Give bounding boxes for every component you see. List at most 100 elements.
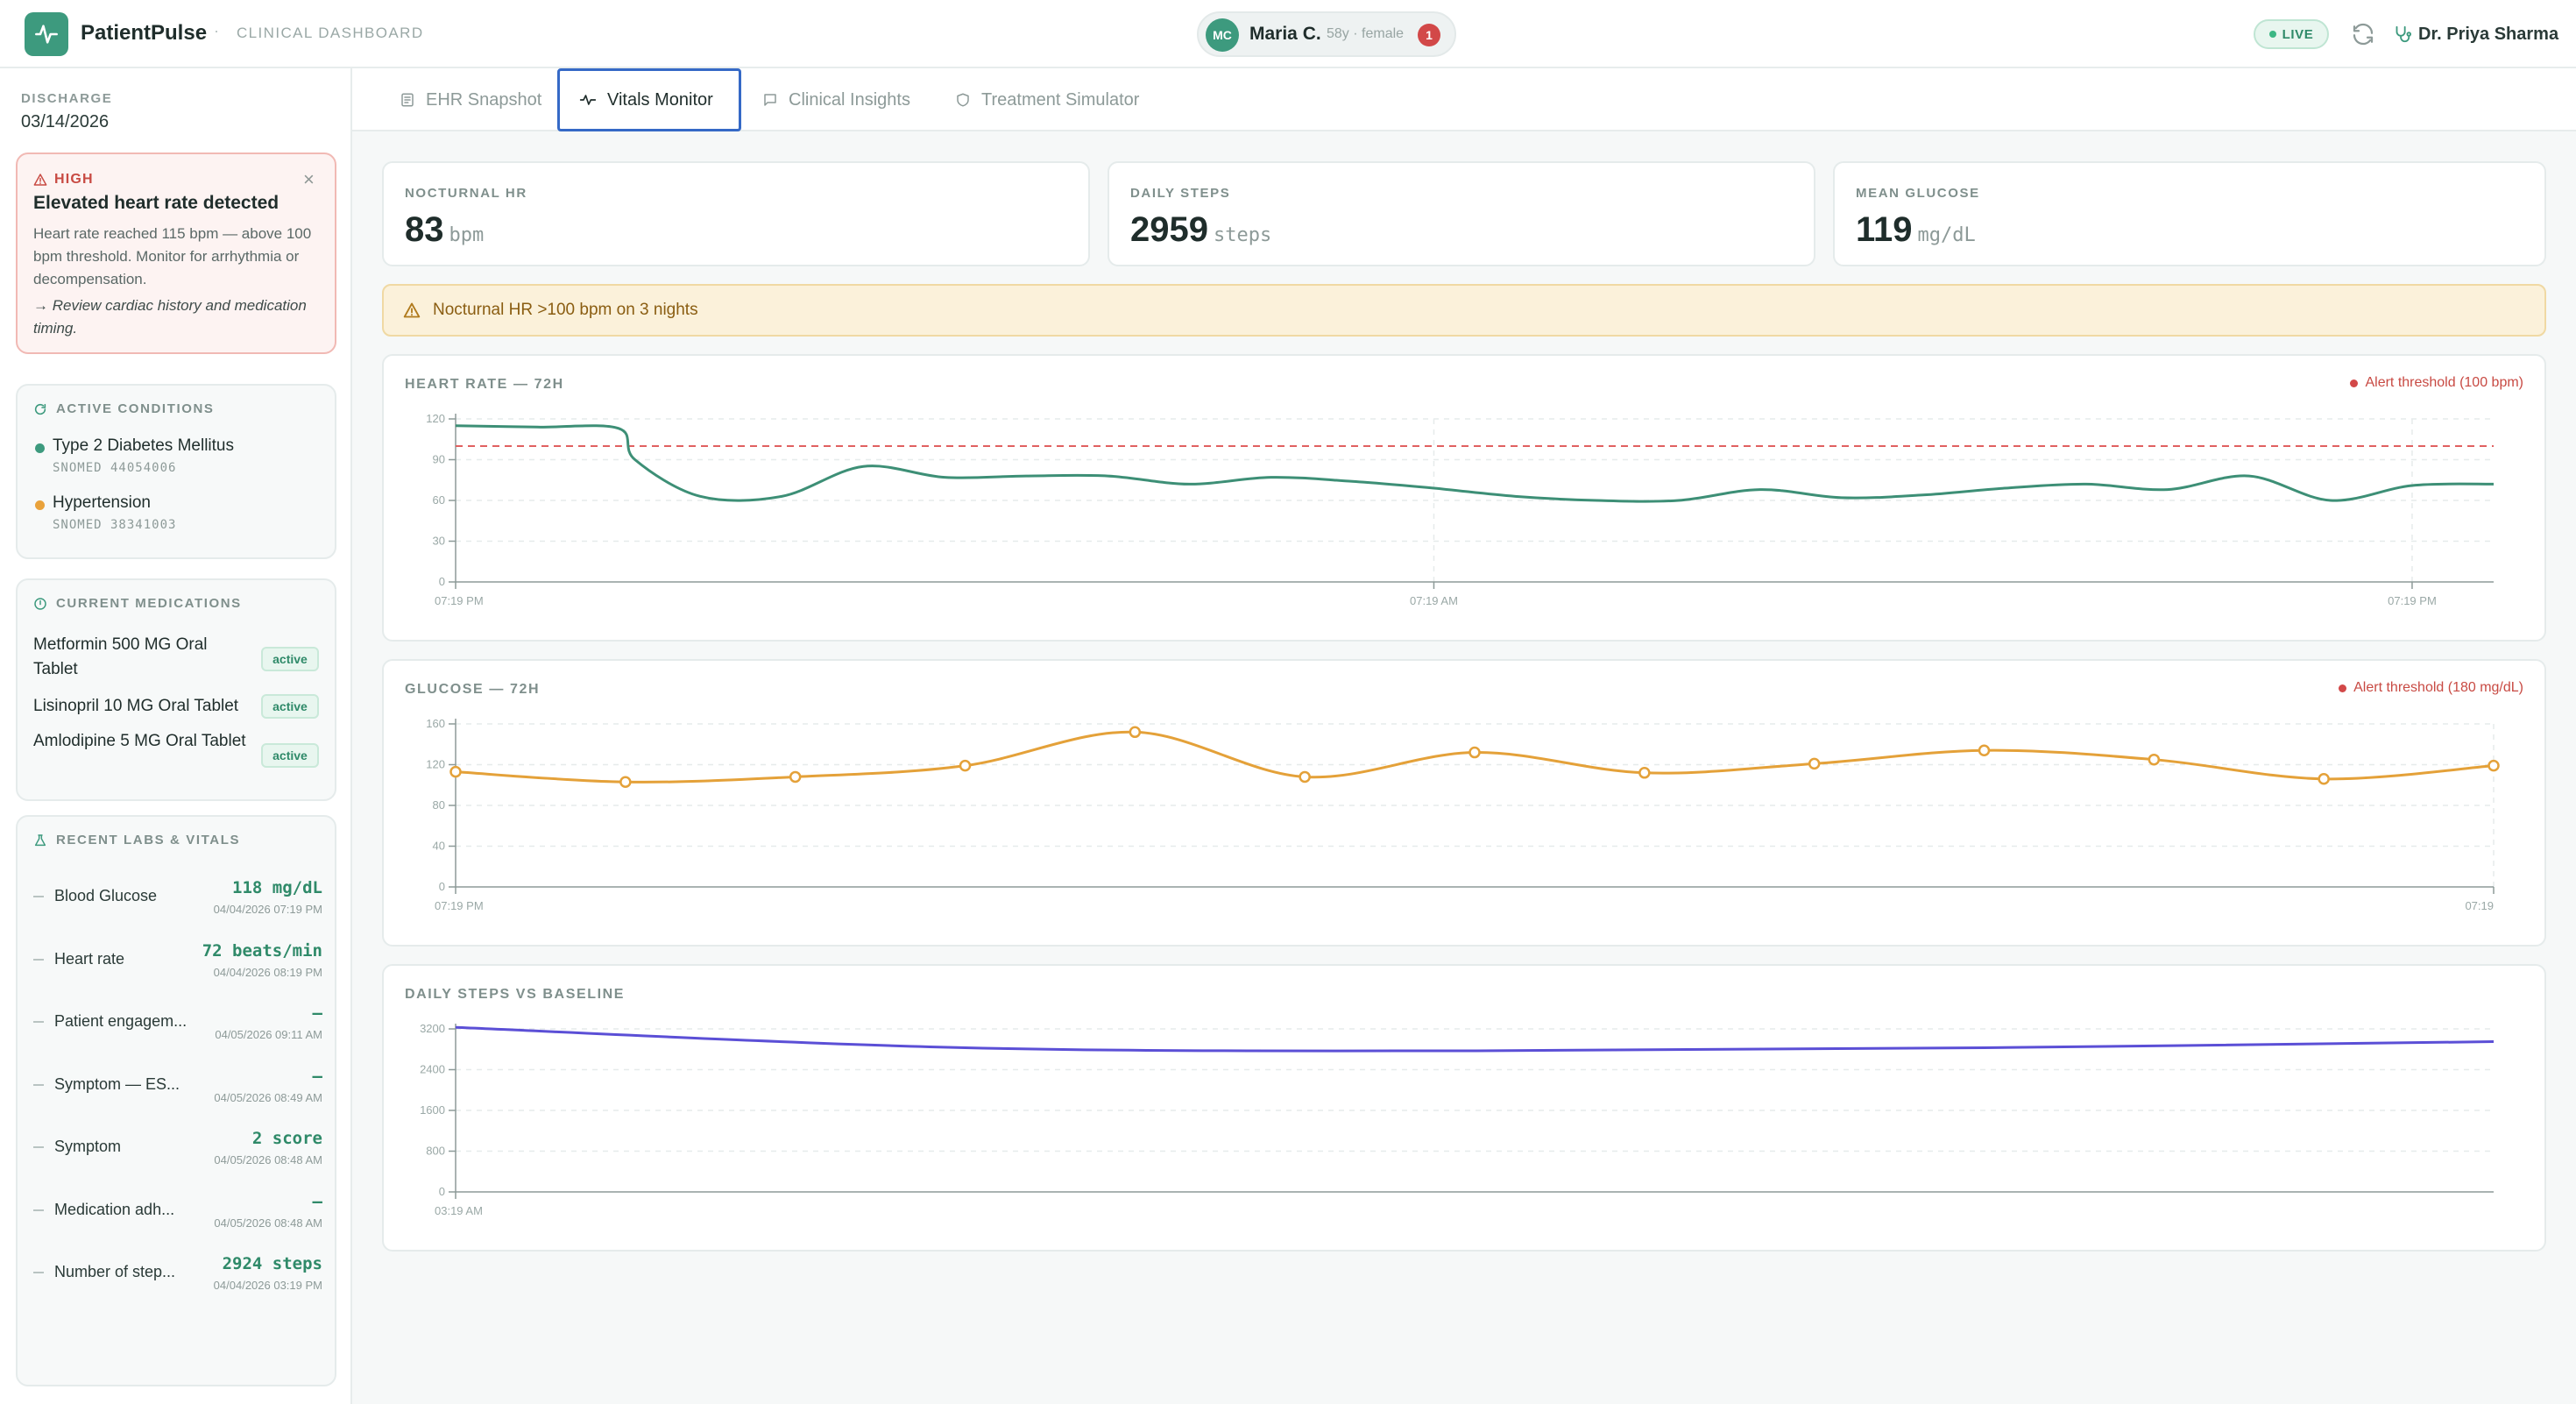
lab-value: 118 mg/dL — [232, 878, 322, 897]
tab-vitals-monitor[interactable]: Vitals Monitor — [557, 68, 741, 131]
tab-treatment-simulator[interactable]: Treatment Simulator — [955, 68, 1139, 131]
data-point — [1808, 757, 1821, 770]
stat-unit: mg/dL — [1917, 224, 1976, 246]
lab-time: 04/05/2026 08:49 AM — [214, 1090, 322, 1104]
stat-unit: steps — [1213, 224, 1272, 246]
sidebar: DISCHARGE 03/14/2026 HIGH × Elevated hea… — [0, 68, 352, 1404]
shield-icon — [957, 93, 969, 107]
glucose-chart-card: GLUCOSE — 72H Alert threshold (180 mg/dL… — [382, 659, 2546, 947]
y-tick-label: 60 — [433, 493, 445, 507]
chart-legend: Alert threshold (100 bpm) — [2350, 375, 2523, 391]
tab-label: Treatment Simulator — [981, 89, 1140, 110]
y-tick-label: 30 — [433, 535, 445, 548]
tab-ehr-snapshot[interactable]: EHR Snapshot — [400, 68, 541, 131]
discharge-date: 03/14/2026 — [21, 112, 110, 131]
alert-body: Heart rate reached 115 bpm — above 100 b… — [33, 225, 312, 287]
stat-card-nocturnal-hr: NOCTURNAL HR 83 bpm — [382, 161, 1090, 266]
x-tick-label: 03:19 AM — [435, 1204, 483, 1217]
x-tick-label: 07:19 PM — [435, 594, 484, 607]
doctor-profile[interactable]: Dr. Priya Sharma — [2392, 21, 2558, 47]
alert-action[interactable]: → Review cardiac history and medication … — [33, 297, 307, 337]
medication-name[interactable]: Lisinopril 10 MG Oral Tablet — [33, 697, 239, 715]
y-tick-label: 2400 — [420, 1063, 445, 1076]
lab-value: 2 score — [251, 1129, 322, 1148]
labs-card: RECENT LABS & VITALS Blood Glucose 118 mg… — [16, 815, 336, 1386]
flask-icon — [34, 833, 46, 846]
y-tick-label: 120 — [426, 758, 445, 771]
lab-row[interactable]: Symptom 2 score 04/05/2026 08:48 AM — [18, 1125, 338, 1181]
refresh-cycle-icon — [34, 403, 46, 415]
data-point — [1638, 767, 1651, 779]
lab-row[interactable]: Blood Glucose 118 mg/dL 04/04/2026 07:19 P… — [18, 875, 338, 931]
brand-subtitle: CLINICAL DASHBOARD — [237, 25, 424, 41]
stethoscope-icon — [2396, 25, 2411, 43]
condition-name[interactable]: Hypertension — [53, 493, 151, 512]
data-point — [959, 759, 972, 772]
tab-bar: EHR Snapshot Vitals Monitor Clinical Ins… — [352, 68, 2576, 131]
condition-name[interactable]: Type 2 Diabetes Mellitus — [53, 436, 234, 455]
lab-row[interactable]: Number of step... 2924 steps 04/04/2026 03… — [18, 1251, 338, 1307]
patient-meta: 58y · female — [1327, 26, 1405, 41]
data-point — [1129, 726, 1142, 739]
conditions-title-label: ACTIVE CONDITIONS — [56, 401, 215, 416]
lab-name: Patient engagem... — [54, 1012, 188, 1030]
lab-row[interactable]: Medication adh... — 04/05/2026 08:48 AM — [18, 1188, 338, 1244]
activity-icon[interactable] — [25, 12, 68, 56]
alert-severity-label: HIGH — [54, 172, 94, 187]
pill-icon — [34, 597, 46, 610]
lab-name: Medication adh... — [54, 1200, 175, 1218]
lab-time: 04/05/2026 08:48 AM — [214, 1153, 322, 1166]
lab-time: 04/04/2026 03:19 PM — [213, 1279, 322, 1292]
lab-value: — — [312, 1066, 322, 1086]
doctor-name: Dr. Priya Sharma — [2418, 24, 2559, 44]
alert-card: HIGH × Elevated heart rate detected Hear… — [16, 152, 336, 354]
warning-text: Nocturnal HR >100 bpm on 3 nights — [433, 301, 698, 319]
medication-name[interactable]: Amlodipine 5 MG Oral Tablet — [33, 732, 246, 750]
legend-label: Alert threshold (180 mg/dL) — [2353, 680, 2523, 695]
lab-dash — [33, 1021, 44, 1023]
chart-title: HEART RATE — 72H — [405, 377, 564, 392]
heart-rate-chart: 0 30 60 90 120 07:19 PM 07:19 AM 07:19 PM — [426, 412, 2495, 607]
data-point — [2148, 753, 2161, 766]
tab-label: EHR Snapshot — [426, 89, 542, 110]
daily-steps-chart-card: DAILY STEPS VS BASELINE 0 800 1600 2400 3200… — [382, 964, 2546, 1252]
lab-value: 2924 steps — [222, 1254, 322, 1273]
refresh-icon[interactable] — [2350, 21, 2376, 47]
document-icon — [401, 93, 414, 107]
lab-name: Blood Glucose — [54, 887, 158, 904]
lab-time: 04/05/2026 09:11 AM — [215, 1028, 322, 1041]
data-point — [789, 770, 802, 784]
lab-name: Heart rate — [54, 949, 125, 968]
lab-row[interactable]: Symptom — ES... — 04/05/2026 08:49 AM — [18, 1063, 338, 1119]
close-icon[interactable]: × — [303, 168, 315, 190]
lab-dash — [33, 1209, 44, 1211]
lab-name: Symptom — [54, 1138, 122, 1155]
medications-title-label: CURRENT MEDICATIONS — [56, 596, 242, 611]
stat-value: 119 mg/dL — [1856, 210, 1976, 250]
x-tick-label: 07:19 PM — [435, 899, 484, 912]
medication-status-badge: active — [261, 647, 319, 671]
medication-name[interactable]: Metformin 500 MG Oral Tablet — [33, 635, 208, 678]
y-tick-label: 0 — [439, 880, 445, 893]
condition-dot — [35, 500, 45, 510]
heart-rate-chart-card: HEART RATE — 72H Alert threshold (100 bp… — [382, 354, 2546, 642]
lab-time: 04/05/2026 08:48 AM — [214, 1216, 322, 1230]
lab-name: Number of step... — [54, 1263, 176, 1280]
series-line — [455, 1025, 2495, 1053]
patient-alert-badge: 1 — [1418, 24, 1440, 46]
x-tick-label: 07:19 — [2465, 899, 2494, 912]
y-tick-label: 800 — [426, 1145, 445, 1158]
lab-row[interactable]: Heart rate 72 beats/min 04/04/2026 08:19 P… — [18, 938, 338, 994]
tab-clinical-insights[interactable]: Clinical Insights — [762, 68, 910, 131]
data-point — [1978, 744, 1991, 756]
patient-name: Maria C. — [1249, 24, 1321, 44]
lab-value: — — [312, 1003, 322, 1023]
tab-label: Clinical Insights — [789, 89, 910, 110]
brand-name[interactable]: PatientPulse — [81, 21, 208, 45]
lab-row[interactable]: Patient engagem... — 04/05/2026 09:11 AM — [18, 1000, 338, 1056]
lab-value: 72 beats/min — [202, 940, 322, 961]
chart-title: DAILY STEPS VS BASELINE — [405, 987, 626, 1002]
stat-label: DAILY STEPS — [1130, 186, 1231, 201]
patient-selector[interactable]: MC Maria C. 58y · female 1 — [1197, 11, 1456, 57]
y-tick-label: 40 — [433, 840, 445, 853]
